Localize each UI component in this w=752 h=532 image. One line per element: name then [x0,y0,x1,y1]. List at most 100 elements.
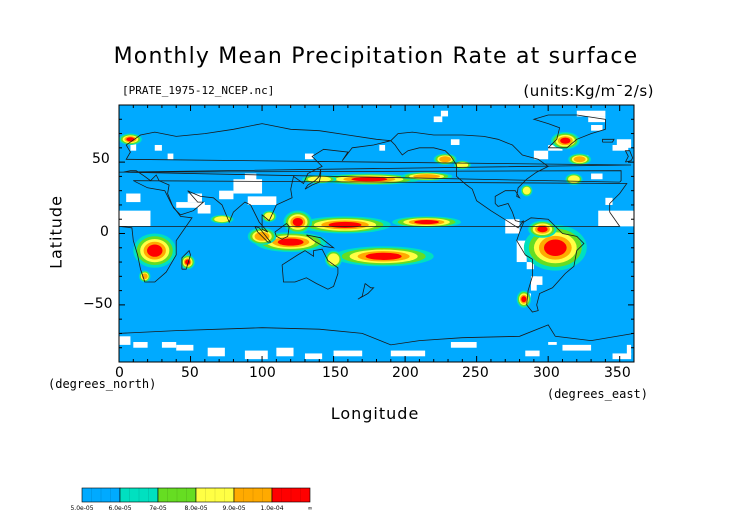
y-axis-label: Latitude [46,195,66,269]
missing-patch [176,344,194,351]
colorbar-label-4: 9.0e-05 [222,505,246,512]
x-tick-50: 50 [181,365,199,381]
precip-cell [351,177,388,182]
coastline [118,324,635,346]
colorbar-label-2: 7e-05 [149,505,167,512]
coastline [357,283,375,300]
x-tick-300: 300 [533,365,560,381]
coastline [118,180,628,283]
missing-patch [304,353,323,360]
missing-patch [525,350,540,357]
missing-patch [207,347,225,357]
missing-patch [576,110,606,117]
missing-patch [526,262,534,270]
colorbar-label-1: 6.0e-05 [108,505,132,512]
precip-cell [328,221,362,229]
missing-patch [562,344,592,351]
missing-patch [247,196,277,205]
missing-patch [304,153,314,160]
precip-cell [537,226,548,233]
missing-patch [450,139,460,145]
missing-patch [219,190,234,200]
colorbar-label-0: 5.0e-05 [70,505,94,512]
missing-patch [276,347,294,357]
precip-cell [307,176,331,183]
missing-patch [598,210,634,227]
precip-cell [560,137,571,144]
plot-area [119,105,634,362]
y-tick-50: 50 [92,151,110,167]
missing-patch [379,144,386,151]
precip-cell [147,244,163,257]
coastline [306,234,336,249]
precip-cell [522,186,531,195]
missing-patch [591,173,603,180]
precip-cell [568,175,580,184]
missing-patch [440,110,449,117]
missing-patch [161,342,177,348]
missing-patch [390,350,426,357]
missing-patch [119,210,151,227]
y-tick-0: 0 [100,224,109,240]
missing-patch [626,344,632,355]
missing-patch [154,144,162,151]
precip-cell [277,238,304,246]
coastlines [118,114,635,346]
coastline [274,222,290,240]
colorbar-label-3: 8.0e-05 [184,505,208,512]
plot-frame [118,104,635,363]
coastline [532,114,606,149]
coastline [516,217,585,313]
coastline [181,249,191,270]
x-tick-0: 0 [115,365,124,381]
precip-cell [439,156,452,163]
precip-cell [573,156,586,163]
missing-patch [548,342,557,345]
x-tick-200: 200 [392,365,419,381]
missing-patch [119,336,131,345]
x-tick-250: 250 [462,365,489,381]
coastline [390,131,549,229]
missing-patch [133,342,148,348]
precip-cell [414,220,439,225]
precip-cell [365,252,402,260]
missing-patch [167,153,174,160]
missing-patch [244,350,268,360]
missing-patch [333,350,363,357]
missing-patch [516,240,527,263]
missing-patch [450,342,477,348]
missing-patch [605,197,613,205]
coastline [304,169,322,190]
coastline [602,138,615,143]
precip-cell [413,174,440,179]
missing-patch [533,150,549,160]
coastline [254,226,272,243]
coastline [624,150,634,163]
precip-cell [327,253,340,266]
y-axis-units: (degrees_north) [48,377,157,391]
file-label: [PRATE_1975-12_NCEP.nc] [122,84,275,97]
y-tick-minus-50: −50 [83,296,113,312]
precip-cell [521,296,527,303]
colorbar-label-inf: ∞ [307,505,313,512]
missing-patch [233,179,263,194]
missing-patch [616,139,632,148]
coastline [281,248,339,290]
x-axis-units: (degrees_east) [546,387,648,401]
x-tick-100: 100 [249,365,276,381]
missing-patch [126,193,141,203]
missing-patch [612,353,632,360]
missing-patch [588,116,606,123]
missing-patch [176,202,205,208]
missing-patch [612,144,629,151]
x-tick-350: 350 [604,365,631,381]
missing-patch [433,116,443,123]
units-label: (units:Kg/m¯2/s) [523,82,654,100]
precip-cell [292,217,303,227]
missing-patch [533,276,543,285]
precip-cell [126,137,135,142]
precip-cell [543,239,567,257]
colorbar-label-5: 1.0e-04 [260,505,284,512]
x-axis-label: Longitude [330,404,420,423]
